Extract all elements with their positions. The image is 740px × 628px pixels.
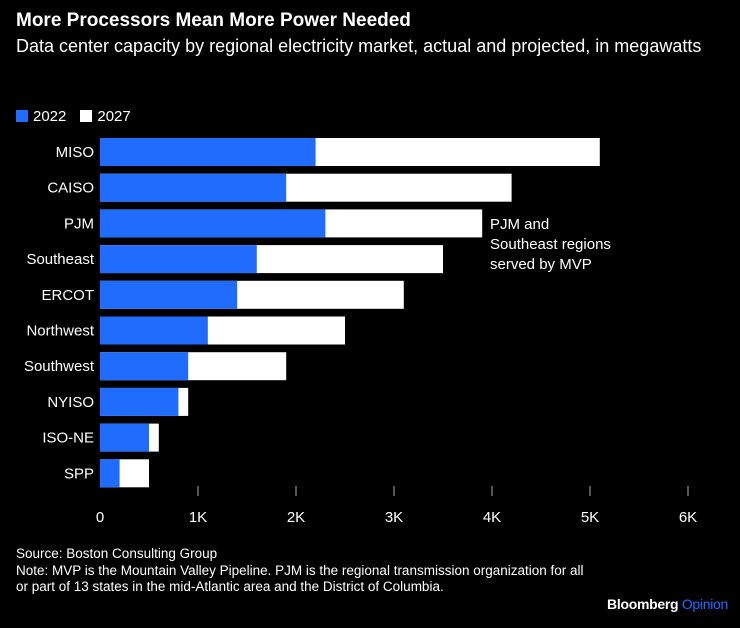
legend-label: 2027 [97,108,131,125]
brand-name: Bloomberg [607,596,679,612]
category-label: MISO [56,144,94,161]
bar-2022 [100,173,287,202]
legend-item-2022: 2022 [16,108,66,125]
category-label: ERCOT [42,287,95,304]
x-tick-label: 6K [679,509,697,526]
x-tick-label: 2K [287,509,305,526]
category-label: CAISO [47,180,94,197]
brand-suffix: Opinion [681,596,728,612]
source-text: Source: Boston Consulting Group [16,546,218,561]
category-label: PJM [64,215,94,232]
legend: 2022 2027 [16,108,131,125]
footer: Source: Boston Consulting Group Note: MV… [16,546,596,596]
x-tick-label: 4K [483,509,501,526]
legend-item-2027: 2027 [80,108,131,125]
chart-title: More Processors Mean More Power Needed [16,10,411,31]
annotation-text: Southeast regions [490,236,611,253]
bar-2022 [100,459,120,488]
category-label: Northwest [26,323,94,340]
bar-2022 [100,209,326,238]
legend-label: 2022 [33,108,67,125]
annotation-text: served by MVP [490,256,592,273]
category-label: SPP [64,465,94,482]
category-label: NYISO [47,394,94,411]
x-tick-label: 1K [189,509,207,526]
brand-logo: Bloomberg Opinion [607,596,728,612]
note-text: Note: MVP is the Mountain Valley Pipelin… [16,562,584,595]
x-tick-label: 3K [385,509,403,526]
x-tick-label: 5K [581,509,599,526]
category-label: Southwest [24,358,95,375]
category-label: Southeast [26,251,94,268]
bar-2022 [100,280,238,309]
bar-2022 [100,423,149,452]
legend-swatch [80,110,93,122]
bar-2022 [100,245,257,274]
bar-2022 [100,387,179,416]
bar-2022 [100,352,189,381]
legend-swatch [16,110,28,122]
bar-2022 [100,316,208,345]
x-tick-label: 0 [96,509,104,526]
chart-subtitle: Data center capacity by regional electri… [16,36,702,56]
bar-2022 [100,138,316,166]
category-label: ISO-NE [42,430,94,447]
annotation-text: PJM and [490,216,549,233]
